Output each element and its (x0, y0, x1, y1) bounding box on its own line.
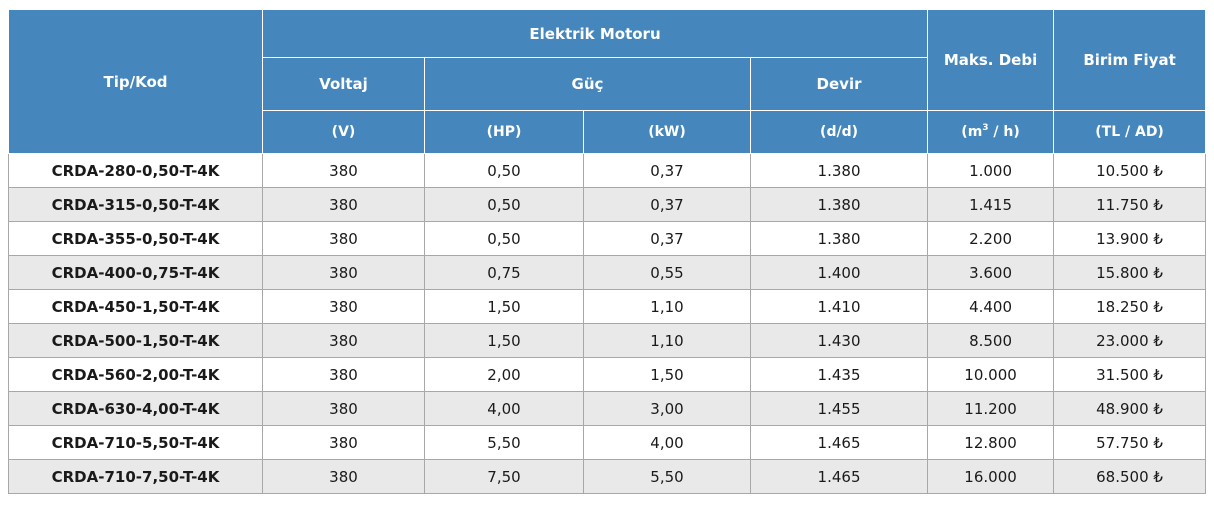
header-tip-kod: Tip/Kod (8, 9, 263, 154)
cell-fiyat: 31.500 ₺ (1053, 357, 1207, 392)
cell-devir: 1.380 (749, 187, 929, 222)
cell-hp: 7,50 (424, 459, 584, 494)
cell-fiyat: 48.900 ₺ (1053, 391, 1207, 426)
cell-hp: 1,50 (424, 289, 584, 324)
cell-hp: 0,50 (424, 221, 584, 256)
cell-devir: 1.430 (749, 323, 929, 358)
cell-code: CRDA-400-0,75-T-4K (8, 255, 263, 290)
cell-volt: 380 (262, 289, 425, 324)
cell-code: CRDA-500-1,50-T-4K (8, 323, 263, 358)
header-devir: Devir (749, 57, 929, 111)
cell-kw: 0,37 (583, 187, 751, 222)
cell-hp: 0,75 (424, 255, 584, 290)
cell-kw: 5,50 (583, 459, 751, 494)
header-voltaj: Voltaj (262, 57, 425, 111)
price-table: Tip/Kod Elektrik Motoru Maks. Debi Birim… (8, 9, 1207, 494)
cell-hp: 5,50 (424, 425, 584, 460)
cell-debi: 2.200 (927, 221, 1055, 256)
cell-devir: 1.380 (749, 153, 929, 188)
table-row: CRDA-710-5,50-T-4K 380 5,50 4,00 1.465 1… (8, 425, 1207, 460)
cell-fiyat: 11.750 ₺ (1053, 187, 1207, 222)
cell-volt: 380 (262, 187, 425, 222)
cell-code: CRDA-630-4,00-T-4K (8, 391, 263, 426)
unit-debi-sup: 3 (982, 123, 989, 133)
cell-code: CRDA-560-2,00-T-4K (8, 357, 263, 392)
cell-debi: 1.415 (927, 187, 1055, 222)
cell-kw: 0,37 (583, 221, 751, 256)
cell-volt: 380 (262, 357, 425, 392)
table-row: CRDA-315-0,50-T-4K 380 0,50 0,37 1.380 1… (8, 187, 1207, 222)
cell-devir: 1.465 (749, 425, 929, 460)
cell-hp: 0,50 (424, 187, 584, 222)
cell-kw: 0,37 (583, 153, 751, 188)
table-row: CRDA-355-0,50-T-4K 380 0,50 0,37 1.380 2… (8, 221, 1207, 256)
cell-debi: 3.600 (927, 255, 1055, 290)
cell-fiyat: 10.500 ₺ (1053, 153, 1207, 188)
cell-debi: 4.400 (927, 289, 1055, 324)
table-row: CRDA-500-1,50-T-4K 380 1,50 1,10 1.430 8… (8, 323, 1207, 358)
header-maks-debi: Maks. Debi (927, 9, 1055, 111)
cell-fiyat: 23.000 ₺ (1053, 323, 1207, 358)
unit-devir: (d/d) (749, 110, 929, 154)
unit-debi-prefix: (m (961, 124, 983, 140)
cell-devir: 1.380 (749, 221, 929, 256)
cell-volt: 380 (262, 153, 425, 188)
cell-code: CRDA-355-0,50-T-4K (8, 221, 263, 256)
cell-fiyat: 57.750 ₺ (1053, 425, 1207, 460)
cell-volt: 380 (262, 221, 425, 256)
cell-code: CRDA-315-0,50-T-4K (8, 187, 263, 222)
header-birim-fiyat: Birim Fiyat (1053, 9, 1207, 111)
cell-hp: 2,00 (424, 357, 584, 392)
cell-volt: 380 (262, 459, 425, 494)
cell-kw: 1,50 (583, 357, 751, 392)
cell-debi: 11.200 (927, 391, 1055, 426)
unit-fiyat: (TL / AD) (1053, 110, 1207, 154)
cell-debi: 16.000 (927, 459, 1055, 494)
cell-hp: 1,50 (424, 323, 584, 358)
cell-devir: 1.400 (749, 255, 929, 290)
cell-kw: 0,55 (583, 255, 751, 290)
cell-fiyat: 18.250 ₺ (1053, 289, 1207, 324)
cell-code: CRDA-450-1,50-T-4K (8, 289, 263, 324)
cell-code: CRDA-280-0,50-T-4K (8, 153, 263, 188)
cell-volt: 380 (262, 425, 425, 460)
table-row: CRDA-280-0,50-T-4K 380 0,50 0,37 1.380 1… (8, 153, 1207, 188)
table-row: CRDA-450-1,50-T-4K 380 1,50 1,10 1.410 4… (8, 289, 1207, 324)
table-row: CRDA-560-2,00-T-4K 380 2,00 1,50 1.435 1… (8, 357, 1207, 392)
unit-voltaj: (V) (262, 110, 425, 154)
cell-debi: 12.800 (927, 425, 1055, 460)
unit-debi: (m3 / h) (927, 110, 1055, 154)
unit-kw: (kW) (583, 110, 751, 154)
header-elektrik-motoru: Elektrik Motoru (261, 9, 929, 58)
cell-volt: 380 (262, 391, 425, 426)
cell-hp: 0,50 (424, 153, 584, 188)
table-row: CRDA-710-7,50-T-4K 380 7,50 5,50 1.465 1… (8, 459, 1207, 494)
cell-volt: 380 (262, 255, 425, 290)
cell-devir: 1.435 (749, 357, 929, 392)
cell-code: CRDA-710-7,50-T-4K (8, 459, 263, 494)
cell-debi: 10.000 (927, 357, 1055, 392)
cell-debi: 1.000 (927, 153, 1055, 188)
cell-kw: 1,10 (583, 323, 751, 358)
cell-devir: 1.455 (749, 391, 929, 426)
table-row: CRDA-630-4,00-T-4K 380 4,00 3,00 1.455 1… (8, 391, 1207, 426)
cell-hp: 4,00 (424, 391, 584, 426)
cell-kw: 3,00 (583, 391, 751, 426)
unit-hp: (HP) (424, 110, 584, 154)
cell-fiyat: 68.500 ₺ (1053, 459, 1207, 494)
cell-volt: 380 (262, 323, 425, 358)
cell-code: CRDA-710-5,50-T-4K (8, 425, 263, 460)
cell-kw: 4,00 (583, 425, 751, 460)
cell-fiyat: 13.900 ₺ (1053, 221, 1207, 256)
cell-kw: 1,10 (583, 289, 751, 324)
cell-devir: 1.410 (749, 289, 929, 324)
cell-devir: 1.465 (749, 459, 929, 494)
cell-debi: 8.500 (927, 323, 1055, 358)
cell-fiyat: 15.800 ₺ (1053, 255, 1207, 290)
header-guc: Güç (424, 57, 751, 111)
table-row: CRDA-400-0,75-T-4K 380 0,75 0,55 1.400 3… (8, 255, 1207, 290)
unit-debi-suffix: / h) (988, 124, 1020, 140)
